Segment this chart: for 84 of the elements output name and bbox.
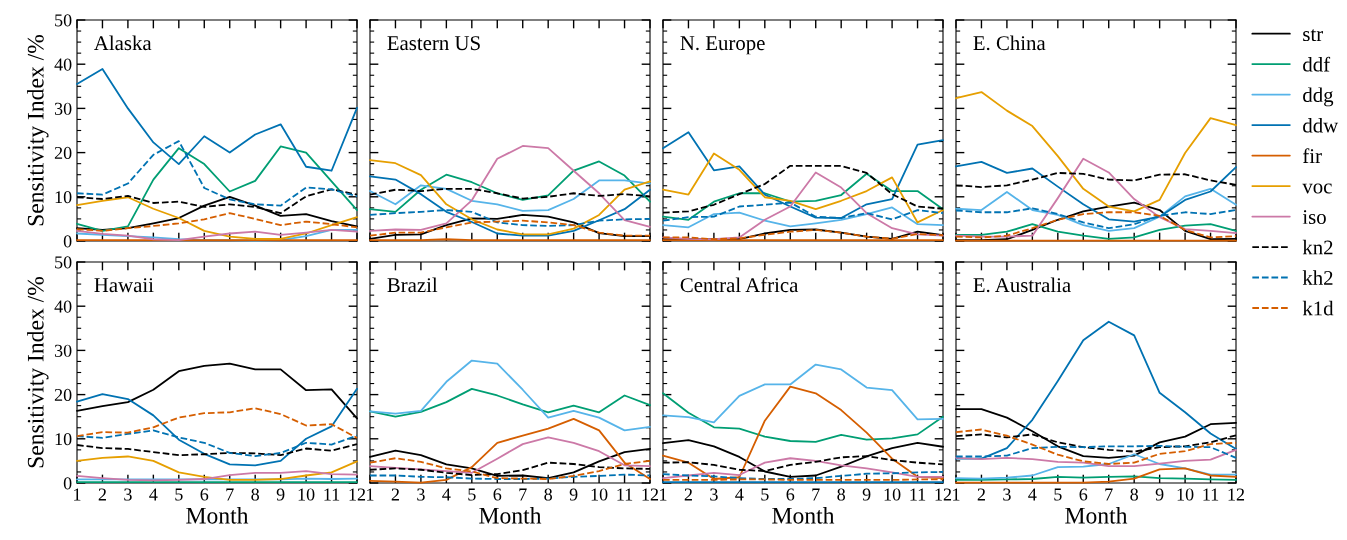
x-axis-title: Month — [186, 507, 249, 524]
x-tick-label: 7 — [519, 488, 527, 501]
y-tick-label: 20 — [54, 146, 72, 160]
x-tick-label: 9 — [276, 488, 285, 501]
y-axis-title: Sensitivity Index /% — [27, 34, 49, 226]
x-tick-label: 1 — [74, 488, 81, 501]
x-tick-label: 8 — [251, 488, 260, 501]
x-tick-label: 7 — [1105, 488, 1113, 501]
text: Brazil — [387, 277, 438, 293]
text: Alaska — [94, 35, 152, 51]
y-tick-label: 30 — [54, 102, 72, 115]
x-tick-label: 9 — [569, 488, 578, 501]
y-axis-title: Sensitivity Index /% — [27, 276, 49, 468]
x-tick-label: 1 — [660, 488, 667, 501]
x-tick-label: 3 — [1003, 488, 1011, 501]
x-tick-label: 2 — [977, 488, 985, 501]
x-tick-label: 9 — [1155, 488, 1164, 501]
x-tick-label: 2 — [391, 488, 399, 501]
legend-label: ddf — [1303, 56, 1331, 72]
x-tick-label: 5 — [1054, 488, 1062, 501]
x-tick-label: 10 — [298, 488, 315, 501]
x-tick-label: 6 — [1079, 488, 1088, 501]
x-tick-label: 10 — [1177, 488, 1194, 501]
x-tick-label: 1 — [953, 488, 960, 501]
x-tick-label: 6 — [200, 488, 209, 501]
y-tick-label: 10 — [55, 191, 72, 204]
x-tick-label: 10 — [591, 488, 608, 501]
text: N. Europe — [680, 36, 765, 55]
legend-label: ddg — [1303, 87, 1334, 107]
x-tick-label: 3 — [124, 488, 132, 501]
legend-label: iso — [1302, 210, 1326, 225]
text: Central Africa — [680, 277, 799, 293]
y-tick-label: 40 — [54, 58, 72, 71]
x-tick-label: 2 — [98, 488, 106, 501]
y-tick-label: 50 — [55, 256, 72, 269]
legend-label: k1d — [1302, 300, 1334, 316]
y-tick-label: 0 — [63, 477, 72, 490]
y-tick-label: 50 — [55, 14, 72, 27]
x-tick-label: 11 — [910, 488, 926, 501]
legend-label: fir — [1302, 148, 1322, 163]
x-axis-title: Month — [1065, 507, 1128, 524]
x-axis-title: Month — [479, 507, 542, 524]
x-tick-label: 5 — [468, 488, 476, 501]
x-tick-label: 4 — [442, 488, 451, 501]
x-tick-label: 11 — [617, 488, 633, 501]
legend-label: kh2 — [1302, 270, 1333, 285]
x-tick-label: 1 — [367, 488, 374, 501]
x-tick-label: 7 — [812, 488, 820, 501]
text: E. China — [973, 35, 1046, 51]
x-tick-label: 3 — [710, 488, 718, 501]
x-tick-label: 2 — [684, 488, 692, 501]
y-tick-label: 0 — [63, 235, 72, 248]
x-tick-label: 4 — [735, 488, 744, 501]
y-tick-label: 40 — [54, 300, 72, 313]
text: Hawaii — [94, 278, 154, 293]
x-tick-label: 6 — [493, 488, 502, 501]
x-tick-label: 10 — [884, 488, 901, 501]
x-tick-label: 8 — [1130, 488, 1139, 501]
legend-label: kn2 — [1302, 239, 1333, 255]
legend-label: ddw — [1303, 117, 1339, 133]
x-tick-label: 11 — [324, 488, 340, 501]
x-tick-label: 5 — [761, 488, 769, 501]
text: Eastern US — [387, 36, 480, 51]
x-tick-label: 4 — [149, 488, 158, 501]
x-tick-label: 12 — [1228, 488, 1245, 501]
legend-label: str — [1303, 29, 1323, 42]
x-tick-label: 5 — [175, 488, 183, 501]
x-tick-label: 6 — [786, 488, 795, 501]
y-tick-label: 10 — [55, 433, 72, 446]
x-tick-label: 4 — [1028, 488, 1037, 501]
x-axis-title: Month — [772, 507, 835, 524]
x-tick-label: 3 — [417, 488, 425, 501]
x-tick-label: 12 — [349, 488, 366, 501]
x-tick-label: 8 — [544, 488, 553, 501]
text: E. Australia — [973, 277, 1071, 293]
x-tick-label: 9 — [862, 488, 871, 501]
y-tick-label: 20 — [54, 388, 72, 402]
x-tick-label: 11 — [1203, 488, 1219, 501]
x-tick-label: 7 — [226, 488, 234, 501]
legend-label: voc — [1302, 183, 1332, 194]
x-tick-label: 8 — [837, 488, 846, 501]
x-tick-label: 12 — [642, 488, 659, 501]
y-tick-label: 30 — [54, 344, 72, 357]
x-tick-label: 12 — [935, 488, 952, 501]
